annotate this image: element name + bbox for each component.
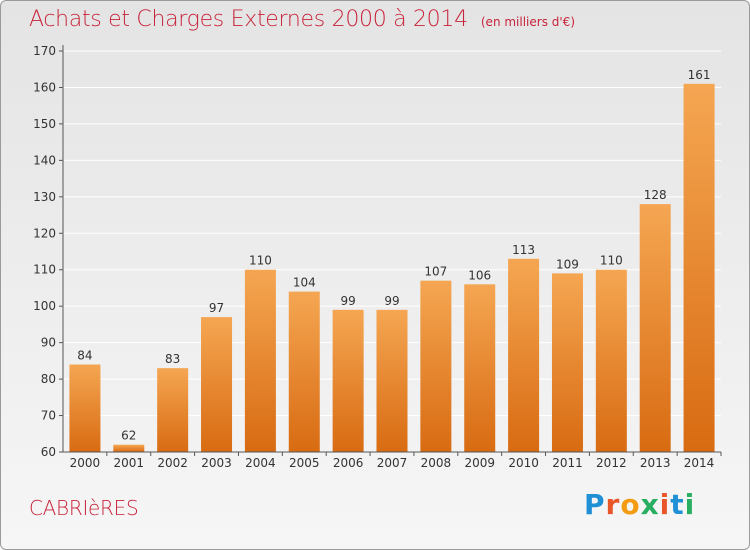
- x-tick-label-2002: 2002: [157, 456, 188, 470]
- data-label-2005: 104: [293, 276, 316, 290]
- y-tick-label: 60: [41, 445, 56, 459]
- x-tick-label-2005: 2005: [289, 456, 320, 470]
- data-label-2009: 106: [468, 268, 491, 282]
- town-name: CABRIèRES: [29, 496, 139, 520]
- x-tick-label-2007: 2007: [377, 456, 408, 470]
- data-label-2000: 84: [77, 349, 92, 363]
- data-label-2001: 62: [121, 429, 136, 443]
- y-tick-label: 100: [33, 299, 56, 313]
- y-tick-label: 150: [33, 117, 56, 131]
- logo-letter: t: [670, 488, 685, 521]
- bar-2010: [508, 258, 540, 452]
- bar-2012: [595, 269, 627, 452]
- x-tick-label-2003: 2003: [201, 456, 232, 470]
- y-tick-label: 90: [41, 336, 56, 350]
- logo-letter: r: [605, 488, 621, 521]
- bar-2006: [332, 309, 364, 452]
- data-label-2002: 83: [165, 352, 180, 366]
- y-tick-label: 70: [41, 409, 56, 423]
- data-label-2004: 110: [249, 254, 272, 268]
- data-label-2010: 113: [512, 243, 535, 257]
- bar-2009: [464, 284, 496, 452]
- y-tick-label: 130: [33, 190, 56, 204]
- chart-unit-note: (en milliers d'€): [480, 15, 575, 29]
- x-tick-label-2004: 2004: [245, 456, 276, 470]
- logo-letter: P: [584, 488, 606, 521]
- x-tick-label-2010: 2010: [508, 456, 539, 470]
- bar-2005: [288, 291, 320, 452]
- y-tick-label: 160: [33, 80, 56, 94]
- bars: [69, 83, 715, 453]
- proxiti-logo: Proxiti: [584, 488, 695, 521]
- y-tick-label: 110: [33, 263, 56, 277]
- logo-letter: o: [620, 488, 641, 521]
- bar-2007: [376, 309, 408, 452]
- x-tick-label-2011: 2011: [552, 456, 583, 470]
- chart-title-block: Achats et Charges Externes 2000 à 2014 (…: [29, 7, 575, 32]
- data-label-2013: 128: [644, 188, 667, 202]
- data-label-2014: 161: [688, 68, 711, 82]
- data-label-2008: 107: [424, 265, 447, 279]
- bar-2003: [201, 317, 233, 452]
- bar-2014: [683, 83, 715, 453]
- bar-2004: [244, 269, 276, 452]
- bar-2013: [639, 204, 671, 452]
- x-tick-label-2008: 2008: [421, 456, 452, 470]
- logo-letter: i: [659, 488, 671, 521]
- x-tick-label-2000: 2000: [70, 456, 101, 470]
- axes: 60 70 80 90 100 110 120 130 140 150 160 170: [33, 44, 722, 459]
- logo-letter: i: [684, 488, 696, 521]
- data-label-2012: 110: [600, 254, 623, 268]
- y-tick-label: 140: [33, 153, 56, 167]
- chart-title: Achats et Charges Externes 2000 à 2014: [29, 7, 468, 32]
- data-label-2006: 99: [340, 294, 355, 308]
- data-label-2007: 99: [384, 294, 399, 308]
- x-tick-label-2009: 2009: [464, 456, 495, 470]
- data-label-2011: 109: [556, 257, 579, 271]
- y-tick-label: 80: [41, 372, 56, 386]
- bar-2000: [69, 364, 101, 452]
- x-tick-label-2001: 2001: [114, 456, 145, 470]
- y-tick-label: 120: [33, 226, 56, 240]
- logo-letter: x: [640, 488, 660, 521]
- bar-2001: [113, 444, 145, 452]
- data-label-2003: 97: [209, 301, 224, 315]
- x-tick-label-2006: 2006: [333, 456, 364, 470]
- x-tick-label-2014: 2014: [684, 456, 715, 470]
- x-tick-label-2012: 2012: [596, 456, 627, 470]
- x-tick-label-2013: 2013: [640, 456, 671, 470]
- bar-2002: [157, 368, 189, 452]
- bar-2008: [420, 280, 452, 452]
- bar-2011: [551, 273, 583, 452]
- y-tick-label: 170: [33, 44, 56, 58]
- labels: 84 2000 62 2001 83 2002 97 2003 110 2004 104 2005 99…: [70, 68, 715, 470]
